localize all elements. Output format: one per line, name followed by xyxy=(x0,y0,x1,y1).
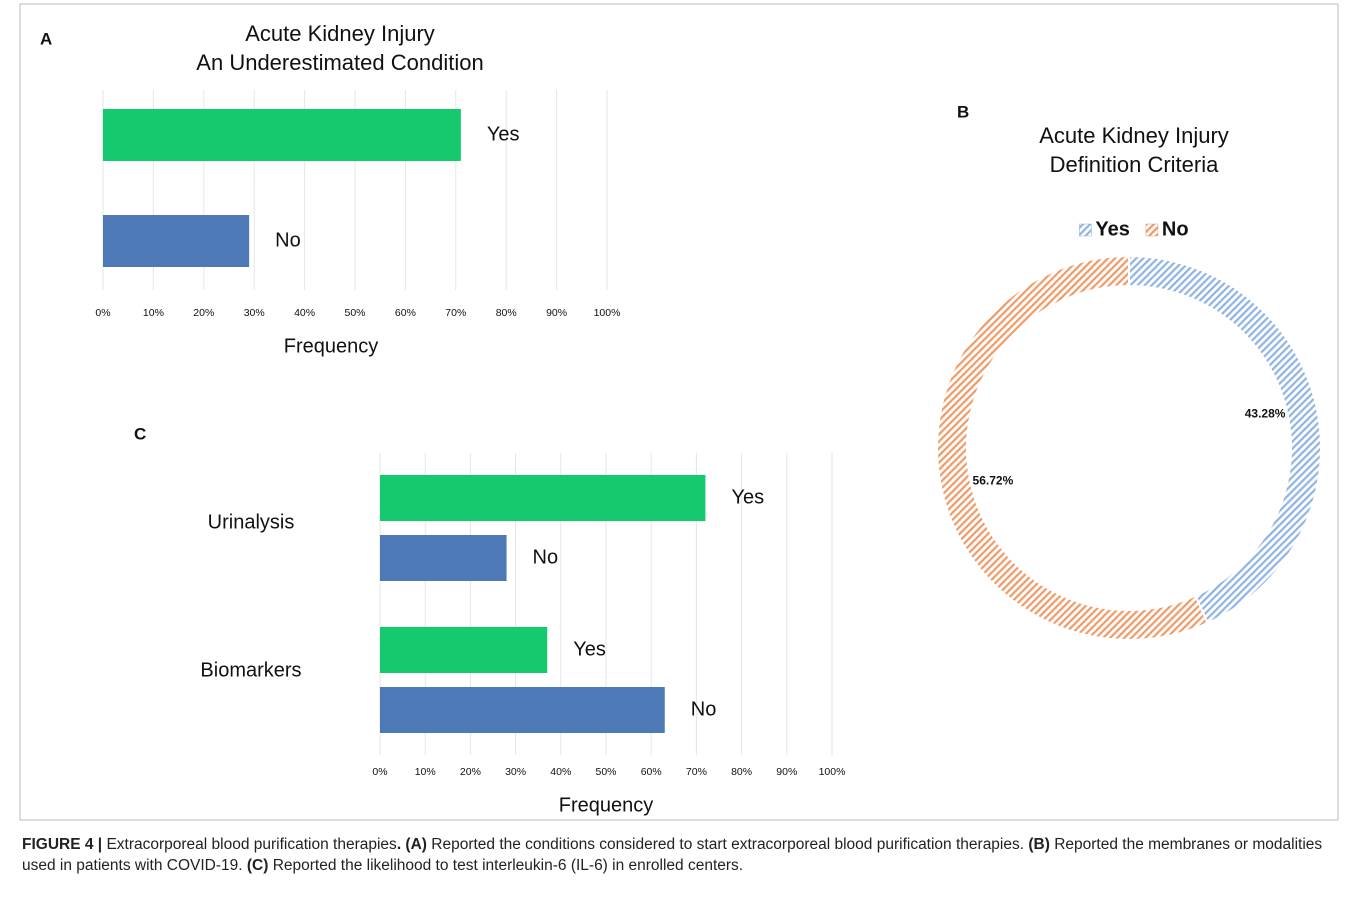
chart-title: Acute Kidney Injury xyxy=(245,21,435,46)
panel-label: C xyxy=(134,424,146,443)
bar-label: Yes xyxy=(487,123,520,145)
caption-segment: . xyxy=(396,836,402,853)
panel-label: A xyxy=(40,29,52,48)
x-tick-label: 20% xyxy=(193,307,214,319)
bar xyxy=(380,627,548,673)
slice-label: 43.28% xyxy=(1245,407,1286,421)
bar xyxy=(103,109,461,161)
x-tick-label: 40% xyxy=(550,766,571,778)
bar xyxy=(380,535,507,581)
caption-segment: (C) xyxy=(242,857,269,874)
x-tick-label: 10% xyxy=(143,307,164,319)
y-tick-label: Urinalysis xyxy=(208,511,295,533)
caption: FIGURE 4 | Extracorporeal blood purifica… xyxy=(22,834,1334,876)
legend-label: Yes xyxy=(1095,218,1129,240)
legend-label: No xyxy=(1162,218,1189,240)
x-tick-label: 70% xyxy=(445,307,466,319)
caption-segment: (A) xyxy=(401,836,427,853)
x-tick-label: 50% xyxy=(344,307,365,319)
slice-label: 56.72% xyxy=(973,474,1014,488)
caption-segment: Reported the likelihood to test interleu… xyxy=(268,857,744,874)
x-tick-label: 20% xyxy=(460,766,481,778)
legend: Yes No xyxy=(1079,218,1189,240)
bar-label: Yes xyxy=(573,638,606,660)
x-tick-label: 30% xyxy=(505,766,526,778)
caption-segment: FIGURE 4 | xyxy=(22,836,103,853)
caption-segment: Reported the conditions considered to st… xyxy=(426,836,1025,853)
x-tick-label: 40% xyxy=(294,307,315,319)
y-tick-label: Biomarkers xyxy=(200,659,301,681)
bar-label: No xyxy=(275,229,301,251)
x-axis-label: Frequency xyxy=(559,794,654,816)
bar-label: No xyxy=(533,546,559,568)
x-tick-label: 60% xyxy=(641,766,662,778)
caption-segment: Extracorporeal blood purification therap… xyxy=(102,836,397,853)
bar xyxy=(380,475,706,521)
bar-label: Yes xyxy=(731,486,764,508)
caption-segment: Reported the membranes or modalities use… xyxy=(22,836,1327,874)
x-tick-label: 80% xyxy=(496,307,517,319)
x-tick-label: 80% xyxy=(731,766,752,778)
chart-title: Definition Criteria xyxy=(1050,152,1219,177)
x-tick-label: 60% xyxy=(395,307,416,319)
chart-title: An Underestimated Condition xyxy=(196,50,483,75)
x-axis-label: Frequency xyxy=(284,335,379,357)
x-tick-label: 0% xyxy=(372,766,387,778)
bar xyxy=(380,687,665,733)
x-tick-label: 30% xyxy=(244,307,265,319)
bar-label: No xyxy=(691,698,717,720)
x-tick-label: 50% xyxy=(595,766,616,778)
x-tick-label: 90% xyxy=(546,307,567,319)
pie-slice xyxy=(1128,254,1322,625)
x-tick-label: 10% xyxy=(415,766,436,778)
chart-title: Acute Kidney Injury xyxy=(1039,123,1229,148)
bar xyxy=(103,215,250,267)
x-tick-label: 70% xyxy=(686,766,707,778)
x-tick-label: 90% xyxy=(776,766,797,778)
x-tick-label: 0% xyxy=(95,307,110,319)
legend-swatch xyxy=(1079,223,1092,237)
figure-frame xyxy=(19,3,1339,821)
x-tick-label: 100% xyxy=(819,766,846,778)
caption-segment: (B) xyxy=(1024,836,1050,853)
pie-slice xyxy=(936,254,1210,641)
legend-swatch xyxy=(1145,223,1159,237)
x-tick-label: 100% xyxy=(594,307,621,319)
panel-label: B xyxy=(957,102,969,121)
